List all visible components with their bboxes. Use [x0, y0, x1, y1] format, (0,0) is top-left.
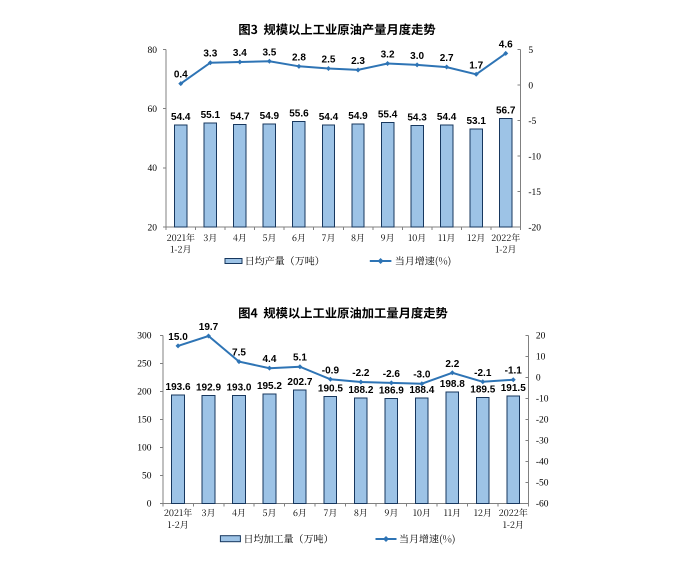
svg-text:-60: -60 — [536, 500, 549, 510]
svg-text:3.0: 3.0 — [410, 51, 424, 62]
svg-text:188.2: 188.2 — [348, 385, 373, 396]
svg-text:150: 150 — [137, 416, 152, 426]
svg-text:1.7: 1.7 — [469, 60, 483, 71]
svg-text:54.4: 54.4 — [319, 112, 339, 123]
svg-text:2.5: 2.5 — [322, 55, 336, 66]
svg-text:55.6: 55.6 — [289, 109, 309, 120]
svg-text:193.0: 193.0 — [226, 382, 251, 393]
svg-text:7.5: 7.5 — [232, 348, 246, 359]
svg-text:5.1: 5.1 — [293, 353, 307, 364]
svg-text:202.7: 202.7 — [287, 377, 312, 388]
svg-text:53.1: 53.1 — [466, 116, 486, 127]
svg-text:54.4: 54.4 — [171, 112, 191, 123]
svg-text:15.0: 15.0 — [168, 332, 188, 343]
svg-text:55.4: 55.4 — [378, 109, 398, 120]
svg-text:10: 10 — [536, 353, 546, 363]
svg-text:3.4: 3.4 — [233, 48, 247, 59]
svg-text:2.8: 2.8 — [292, 52, 306, 63]
svg-text:20: 20 — [536, 332, 546, 342]
svg-text:54.4: 54.4 — [437, 112, 457, 123]
svg-text:-3.0: -3.0 — [413, 370, 431, 381]
svg-text:54.3: 54.3 — [407, 113, 427, 124]
svg-text:5: 5 — [528, 46, 533, 56]
svg-text:186.9: 186.9 — [379, 386, 404, 397]
svg-text:250: 250 — [137, 360, 152, 370]
svg-text:-2.2: -2.2 — [352, 368, 370, 379]
svg-text:3.5: 3.5 — [262, 47, 276, 58]
svg-text:2.3: 2.3 — [351, 56, 365, 67]
svg-text:-30: -30 — [536, 437, 549, 447]
svg-text:-15: -15 — [528, 188, 541, 198]
svg-text:54.9: 54.9 — [260, 111, 280, 122]
svg-text:189.5: 189.5 — [470, 384, 495, 395]
svg-text:191.5: 191.5 — [501, 383, 526, 394]
svg-text:60: 60 — [148, 105, 158, 115]
svg-text:20: 20 — [148, 223, 158, 233]
svg-text:100: 100 — [137, 444, 152, 454]
svg-text:200: 200 — [137, 388, 152, 398]
svg-text:198.8: 198.8 — [440, 379, 465, 390]
svg-text:0.4: 0.4 — [174, 70, 188, 81]
svg-text:80: 80 — [148, 46, 158, 56]
svg-text:55.1: 55.1 — [201, 110, 221, 121]
svg-text:-50: -50 — [536, 479, 549, 489]
svg-text:-20: -20 — [536, 416, 549, 426]
svg-text:195.2: 195.2 — [257, 381, 282, 392]
svg-text:3.3: 3.3 — [203, 49, 217, 60]
svg-text:-2.1: -2.1 — [474, 368, 492, 379]
svg-text:40: 40 — [148, 164, 158, 174]
svg-text:2.2: 2.2 — [445, 359, 459, 370]
svg-text:50: 50 — [142, 472, 152, 482]
svg-text:190.5: 190.5 — [318, 384, 343, 395]
svg-text:3.2: 3.2 — [381, 49, 395, 60]
svg-text:19.7: 19.7 — [199, 322, 219, 333]
svg-text:193.6: 193.6 — [166, 382, 191, 393]
svg-text:-2.6: -2.6 — [383, 369, 401, 380]
svg-text:4.6: 4.6 — [499, 39, 513, 50]
svg-text:2.7: 2.7 — [440, 53, 454, 64]
svg-text:-10: -10 — [536, 395, 549, 405]
svg-text:56.7: 56.7 — [496, 105, 516, 116]
svg-text:-10: -10 — [528, 152, 541, 162]
svg-text:300: 300 — [137, 332, 152, 342]
svg-text:-5: -5 — [528, 117, 536, 127]
svg-text:192.9: 192.9 — [196, 382, 221, 393]
svg-text:188.4: 188.4 — [409, 385, 434, 396]
svg-text:-20: -20 — [528, 223, 541, 233]
svg-text:54.7: 54.7 — [230, 111, 250, 122]
svg-text:-1.1: -1.1 — [505, 366, 523, 377]
svg-text:0: 0 — [528, 81, 533, 91]
svg-text:54.9: 54.9 — [348, 111, 368, 122]
svg-text:-0.9: -0.9 — [322, 365, 340, 376]
svg-text:0: 0 — [536, 374, 541, 384]
svg-text:4.4: 4.4 — [263, 354, 277, 365]
svg-text:0: 0 — [147, 500, 152, 510]
svg-text:-40: -40 — [536, 458, 549, 468]
